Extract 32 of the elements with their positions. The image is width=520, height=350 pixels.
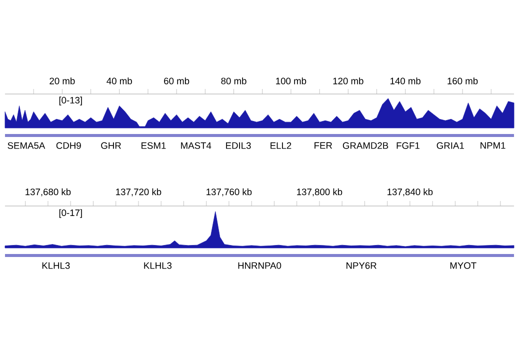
text: GRIA1	[436, 142, 464, 149]
text: SEMA5A	[8, 142, 46, 149]
text: KLHL3	[42, 262, 70, 269]
annotation: [0-13]	[59, 96, 82, 106]
annotation: [0-17]	[59, 209, 82, 218]
x-tick-label: 137,760 kb	[206, 188, 252, 196]
x-tick-label: 120 mb	[333, 77, 364, 84]
text: GRAMD2B	[342, 142, 388, 149]
text: NPY6R	[346, 262, 376, 269]
x-tick-label: 40 mb	[106, 77, 132, 84]
x-tick-label: 137,720 kb	[116, 188, 162, 196]
x-tick-label: 20 mb	[50, 77, 75, 84]
x-tick-label: 137,680 kb	[26, 188, 71, 196]
x-tick-label: 137,800 kb	[297, 188, 342, 196]
text: CDH9	[56, 142, 81, 149]
text: FGF1	[396, 142, 420, 149]
x-tick-label: 60 mb	[164, 77, 190, 84]
x-tick-label: 137,840 kb	[388, 188, 433, 196]
x-tick-label: 160 mb	[448, 77, 478, 84]
text: EDIL3	[226, 142, 251, 149]
text: MYOT	[450, 262, 476, 269]
text: ELL2	[270, 142, 292, 149]
text: NPM1	[480, 142, 506, 149]
text: GHR	[101, 142, 121, 149]
text: MAST4	[181, 142, 212, 149]
x-tick-label: 80 mb	[221, 77, 246, 84]
x-tick-label: 140 mb	[390, 77, 420, 84]
x-tick-label: 100 mb	[276, 77, 306, 84]
text: KLHL3	[144, 262, 172, 269]
text: FER	[314, 142, 332, 149]
text: HNRNPA0	[238, 262, 282, 269]
text: ESM1	[142, 142, 166, 149]
